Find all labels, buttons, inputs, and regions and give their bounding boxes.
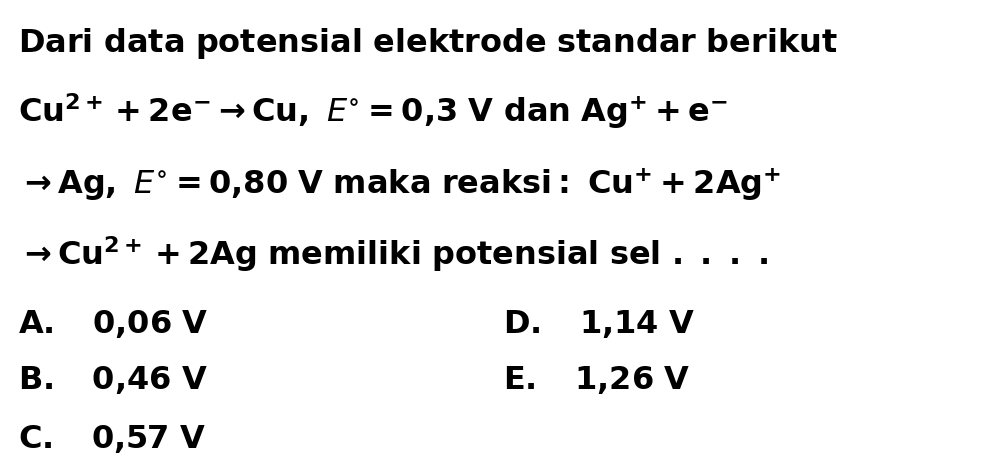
Text: $\mathbf{Dari\ data\ potensial\ elektrode\ standar\ berikut}$: $\mathbf{Dari\ data\ potensial\ elektrod… [18,26,838,61]
Text: $\mathbf{D.\quad 1{,}14\ V}$: $\mathbf{D.\quad 1{,}14\ V}$ [503,308,695,340]
Text: $\mathbf{\rightarrow Ag,\ }\mathit{E}\mathbf{^{\circ} = 0{,}80\ V\ maka\ reaksi:: $\mathbf{\rightarrow Ag,\ }\mathit{E}\ma… [18,165,782,202]
Text: $\mathbf{\rightarrow Cu^{2+} + 2Ag\ memiliki\ potensial\ sel\ .\ .\ .\ .}$: $\mathbf{\rightarrow Cu^{2+} + 2Ag\ memi… [18,234,769,274]
Text: $\mathbf{A.\quad 0{,}06\ V}$: $\mathbf{A.\quad 0{,}06\ V}$ [18,308,208,340]
Text: $\mathbf{B.\quad 0{,}46\ V}$: $\mathbf{B.\quad 0{,}46\ V}$ [18,365,208,397]
Text: $\mathbf{Cu^{2+} + 2e^{-} \rightarrow Cu,\ }\mathit{E}\mathbf{^{\circ} = 0{,}3\ : $\mathbf{Cu^{2+} + 2e^{-} \rightarrow Cu… [18,91,728,131]
Text: $\mathbf{E.\quad 1{,}26\ V}$: $\mathbf{E.\quad 1{,}26\ V}$ [503,365,690,397]
Text: $\mathbf{C.\quad 0{,}57\ V}$: $\mathbf{C.\quad 0{,}57\ V}$ [18,423,206,455]
